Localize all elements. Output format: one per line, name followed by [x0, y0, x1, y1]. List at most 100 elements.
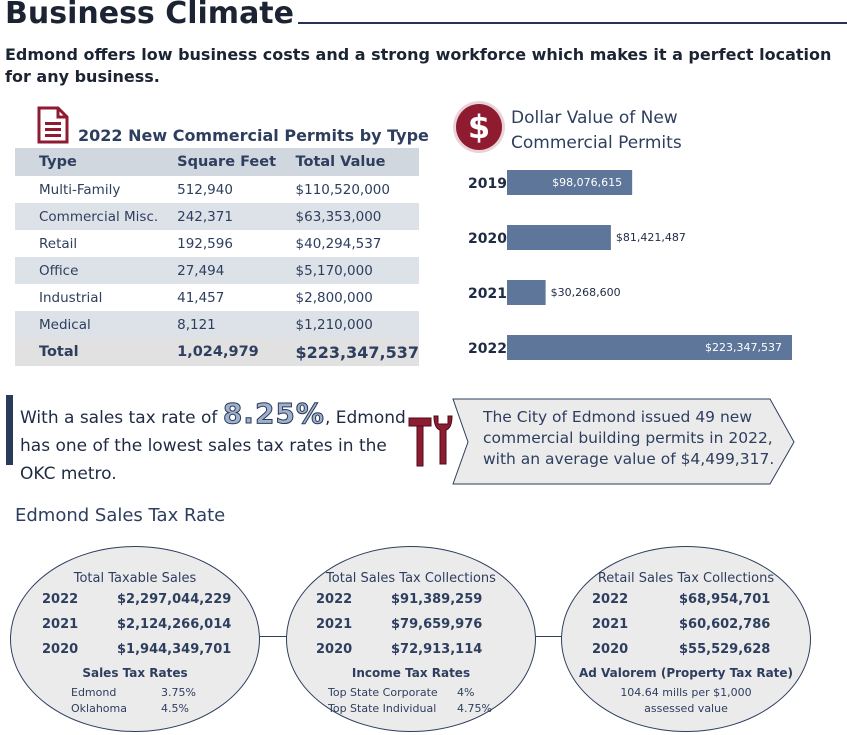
value-label: $2,297,044,229	[117, 592, 232, 607]
bar	[507, 335, 792, 360]
value-label: $55,529,628	[679, 642, 771, 657]
ellipse-title: Total Sales Tax Collections	[326, 571, 496, 586]
total-value-cell: $2,800,000	[295, 289, 373, 306]
sales-tax-collections-ellipse: Total Sales Tax Collections 2022 $91,389…	[286, 546, 536, 732]
type-cell: Office	[15, 257, 178, 284]
permits-table: Type Square Feet Total Value Multi-Famil…	[15, 148, 419, 366]
square-feet-cell: 41,457	[177, 289, 225, 306]
table-row: Medical 8,121 $1,210,000	[15, 311, 419, 338]
value-label: $2,124,266,014	[117, 617, 232, 632]
square-feet-cell: 192,596	[177, 235, 233, 252]
square-feet-cell: 512,940	[177, 181, 233, 198]
bar	[507, 225, 611, 250]
column-header: Type	[15, 148, 178, 176]
year-label: 2020	[316, 642, 353, 657]
ellipse-subtitle: Income Tax Rates	[351, 666, 471, 680]
title-rule	[298, 22, 847, 24]
bar	[507, 280, 546, 305]
total-value-cell: $5,170,000	[295, 257, 419, 284]
year-tick-label: 2019	[468, 176, 507, 192]
total-value-cell: $63,353,000	[295, 203, 419, 230]
ellipse-subtitle: Sales Tax Rates	[82, 666, 188, 680]
detail-line: 104.64 mills per $1,000	[620, 686, 752, 699]
total-value-cell: $223,347,537	[295, 338, 419, 366]
sales-tax-callout-before: With a sales tax rate of	[20, 408, 223, 428]
total-label-cell: Total	[15, 338, 178, 366]
detail-value: 3.75%	[161, 686, 196, 699]
ellipse-title: Total Taxable Sales	[73, 571, 197, 586]
detail-value: 4.75%	[457, 702, 492, 715]
table-header-row: Type Square Feet Total Value	[15, 148, 419, 176]
detail-label: Top State Corporate	[328, 686, 438, 699]
total-value-cell: $110,520,000	[295, 181, 390, 198]
type-cell: Retail	[39, 235, 78, 252]
dollar-icon: $	[456, 104, 502, 150]
table-row: Multi-Family 512,940 $110,520,000	[15, 176, 419, 203]
detail-label: Edmond	[71, 686, 117, 699]
value-label: $68,954,701	[679, 592, 771, 607]
square-feet-cell: 8,121	[177, 311, 296, 338]
table-row: Industrial 41,457 $2,800,000	[15, 284, 419, 311]
connector-line	[258, 636, 294, 637]
chart-title-line-1: Dollar Value of New	[511, 108, 678, 128]
year-label: 2022	[316, 592, 353, 607]
year-label: 2021	[316, 617, 353, 632]
detail-value: 4%	[457, 686, 475, 699]
retail-sales-tax-ellipse: Retail Sales Tax Collections 2022 $68,95…	[561, 546, 811, 732]
sales-tax-rate: 8.25%	[222, 397, 325, 430]
column-header: Total Value	[295, 148, 419, 176]
document-icon	[36, 106, 70, 148]
total-value-cell: $40,294,537	[295, 235, 382, 252]
total-square-feet-cell: 1,024,979	[177, 338, 296, 366]
sales-tax-section-title: Edmond Sales Tax Rate	[15, 505, 226, 526]
table-row: Commercial Misc. 242,371 $63,353,000	[15, 203, 419, 230]
total-value-cell: $1,210,000	[295, 311, 419, 338]
type-cell: Multi-Family	[39, 181, 121, 198]
callout-accent-bar	[6, 395, 13, 465]
year-tick-label: 2020	[468, 231, 507, 247]
value-label: $91,389,259	[391, 592, 483, 607]
bar-value-label: $81,421,487	[616, 231, 686, 244]
square-feet-cell: 27,494	[177, 257, 296, 284]
detail-label: Oklahoma	[71, 702, 127, 715]
detail-label: Top State Individual	[328, 702, 437, 715]
year-label: 2022	[42, 592, 79, 607]
bar-value-label: $30,268,600	[551, 286, 621, 299]
square-feet-cell: 242,371	[177, 203, 296, 230]
year-label: 2020	[42, 642, 79, 657]
bar-value-label: $98,076,615	[552, 176, 622, 189]
connector-line	[532, 636, 568, 637]
intro-text: Edmond offers low business costs and a s…	[5, 45, 832, 86]
sales-tax-callout: With a sales tax rate of 8.25%, Edmond h…	[20, 397, 420, 488]
permits-callout-text: The City of Edmond issued 49 new commerc…	[483, 408, 775, 468]
type-cell: Industrial	[39, 289, 103, 306]
year-tick-label: 2021	[468, 286, 507, 302]
ellipse-subtitle: Ad Valorem (Property Tax Rate)	[578, 666, 794, 680]
table-row: Retail 192,596 $40,294,537	[15, 230, 419, 257]
year-label: 2021	[42, 617, 79, 632]
sales-tax-callout-after: , Edmond has one of the lowest sales tax…	[20, 408, 406, 484]
permits-table-title: 2022 New Commercial Permits by Type	[78, 126, 429, 145]
value-label: $1,944,349,701	[117, 642, 232, 657]
permits-callout-arrow	[452, 398, 795, 485]
year-label: 2022	[592, 592, 629, 607]
table-total-row: Total 1,024,979 $223,347,537	[15, 338, 419, 366]
chart-title-line-2: Commercial Permits	[511, 133, 682, 153]
ellipse-title: Retail Sales Tax Collections	[597, 571, 775, 586]
value-label: $60,602,786	[679, 617, 771, 632]
value-label: $72,913,114	[391, 642, 483, 657]
type-cell: Medical	[15, 311, 178, 338]
bar	[507, 170, 633, 195]
table-row: Office 27,494 $5,170,000	[15, 257, 419, 284]
chart-title: Dollar Value of New Commercial Permits	[511, 106, 711, 156]
detail-value: 4.5%	[161, 702, 189, 715]
year-label: 2021	[592, 617, 629, 632]
type-cell: Commercial Misc.	[15, 203, 178, 230]
bar-value-label: $223,347,537	[705, 341, 782, 354]
taxable-sales-ellipse: Total Taxable Sales 2022 $2,297,044,229 …	[10, 546, 260, 732]
detail-line: assessed value	[644, 702, 728, 715]
tools-icon	[407, 412, 453, 472]
year-label: 2020	[592, 642, 629, 657]
value-label: $79,659,976	[391, 617, 483, 632]
column-header: Square Feet	[177, 148, 296, 176]
